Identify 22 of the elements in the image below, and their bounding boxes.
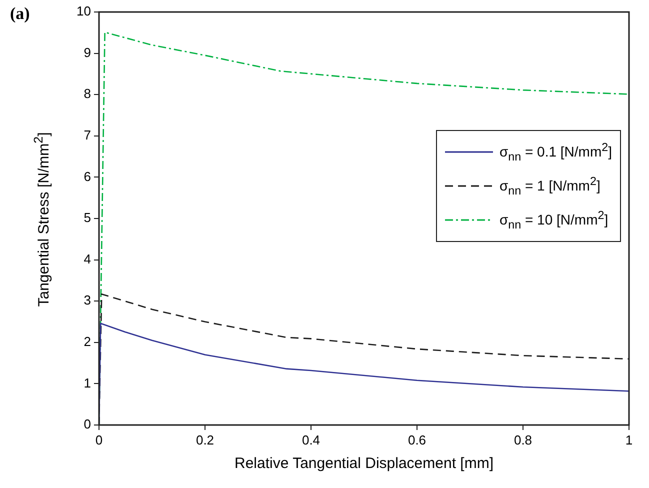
text: (a) bbox=[10, 4, 30, 24]
y-tick-label: 8 bbox=[84, 86, 91, 102]
y-tick-label: 2 bbox=[84, 334, 91, 349]
y-tick-label: 6 bbox=[84, 168, 91, 184]
y-tick-label: 4 bbox=[84, 251, 91, 266]
y-tick-label: 9 bbox=[84, 44, 91, 60]
x-tick-label: 0.2 bbox=[196, 432, 214, 448]
y-tick-label: 5 bbox=[84, 210, 91, 226]
x-tick-label: 0.8 bbox=[514, 432, 532, 448]
y-tick-label: 7 bbox=[84, 127, 91, 142]
legend-label: σ$_{nn}$ = 10 [N/mm$^{2}$] bbox=[499, 208, 608, 232]
x-tick-label: 0 bbox=[95, 432, 103, 448]
x-tick-label: 0.6 bbox=[408, 432, 426, 448]
legend-label: σ$_{nn}$ = 0.1 [N/mm$^{2}$] bbox=[499, 140, 612, 164]
y-tick-label: 3 bbox=[84, 292, 91, 308]
y-tick-label: 0 bbox=[84, 416, 91, 432]
x-axis-title: Relative Tangential Displacement [mm] bbox=[233, 455, 494, 472]
x-tick-label: 0.4 bbox=[302, 432, 320, 448]
x-tick-label: 1 bbox=[625, 432, 633, 448]
y-tick-label: 1 bbox=[84, 375, 91, 390]
y-tick-label: 10 bbox=[76, 4, 91, 19]
legend-label: σ$_{nn}$ = 1 [N/mm$^{2}$] bbox=[499, 174, 600, 198]
